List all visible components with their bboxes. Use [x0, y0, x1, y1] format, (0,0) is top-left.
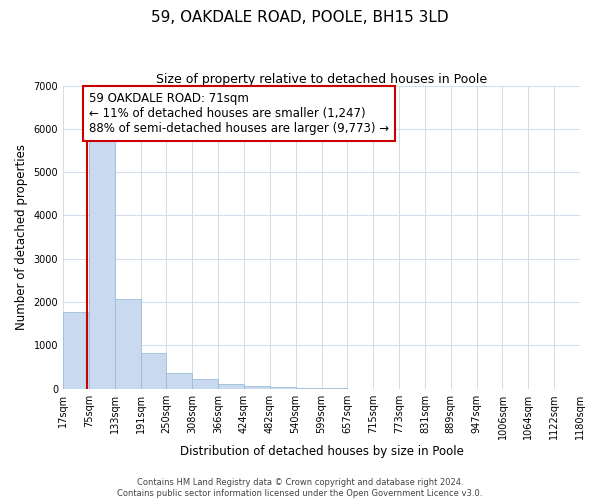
Bar — [166, 372, 192, 388]
Bar — [270, 387, 296, 388]
Bar — [115, 300, 140, 388]
Bar — [192, 378, 218, 388]
Bar — [63, 312, 89, 388]
Bar — [244, 386, 270, 388]
Bar — [140, 353, 166, 388]
Text: 59 OAKDALE ROAD: 71sqm
← 11% of detached houses are smaller (1,247)
88% of semi-: 59 OAKDALE ROAD: 71sqm ← 11% of detached… — [89, 92, 389, 135]
Bar — [89, 140, 115, 388]
Bar — [218, 384, 244, 388]
Title: Size of property relative to detached houses in Poole: Size of property relative to detached ho… — [156, 72, 487, 86]
Text: 59, OAKDALE ROAD, POOLE, BH15 3LD: 59, OAKDALE ROAD, POOLE, BH15 3LD — [151, 10, 449, 25]
Text: Contains HM Land Registry data © Crown copyright and database right 2024.
Contai: Contains HM Land Registry data © Crown c… — [118, 478, 482, 498]
X-axis label: Distribution of detached houses by size in Poole: Distribution of detached houses by size … — [179, 444, 463, 458]
Y-axis label: Number of detached properties: Number of detached properties — [15, 144, 28, 330]
